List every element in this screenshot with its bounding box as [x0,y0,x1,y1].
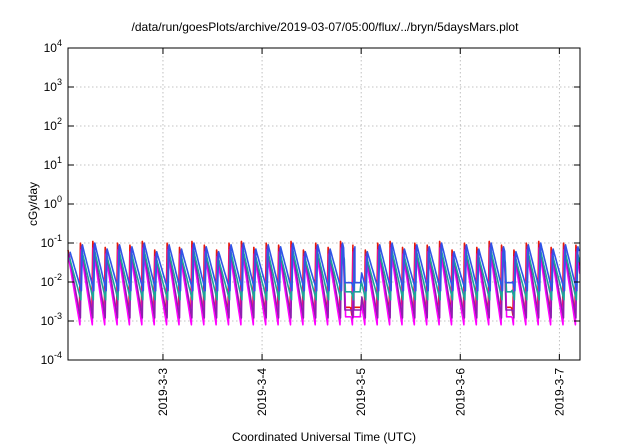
y-tick-label: 10-1 [41,233,62,250]
y-axis-label: cGy/day [26,182,40,226]
x-tick-label: 2019-3-6 [453,368,467,416]
grid-lines [68,48,580,360]
y-tick-label: 101 [44,155,62,172]
x-tick-label: 2019-3-3 [156,368,170,416]
y-tick-label: 104 [44,38,62,55]
y-tick-label: 10-3 [41,311,62,328]
chart-title: /data/run/goesPlots/archive/2019-03-07/0… [132,20,520,34]
y-tick-label: 100 [44,194,62,211]
series-line [68,248,581,301]
y-axis: 10-4 10-3 10-2 10-1 100 101 102 103 104 [41,38,580,367]
x-tick-label: 2019-3-4 [255,368,269,416]
y-tick-label: 10-4 [41,350,62,367]
y-tick-label: 102 [44,116,62,133]
x-tick-label: 2019-3-7 [552,368,566,416]
x-tick-label: 2019-3-5 [354,368,368,416]
series-line [69,242,580,292]
series-lines [67,240,581,326]
y-tick-label: 10-2 [41,272,62,289]
x-axis: 2019-3-3 2019-3-4 2019-3-5 2019-3-6 2019-3-7 [156,48,566,416]
series-line [68,244,580,319]
series-line [67,247,581,326]
x-axis-label: Coordinated Universal Time (UTC) [232,430,416,444]
y-tick-label: 103 [44,77,62,94]
